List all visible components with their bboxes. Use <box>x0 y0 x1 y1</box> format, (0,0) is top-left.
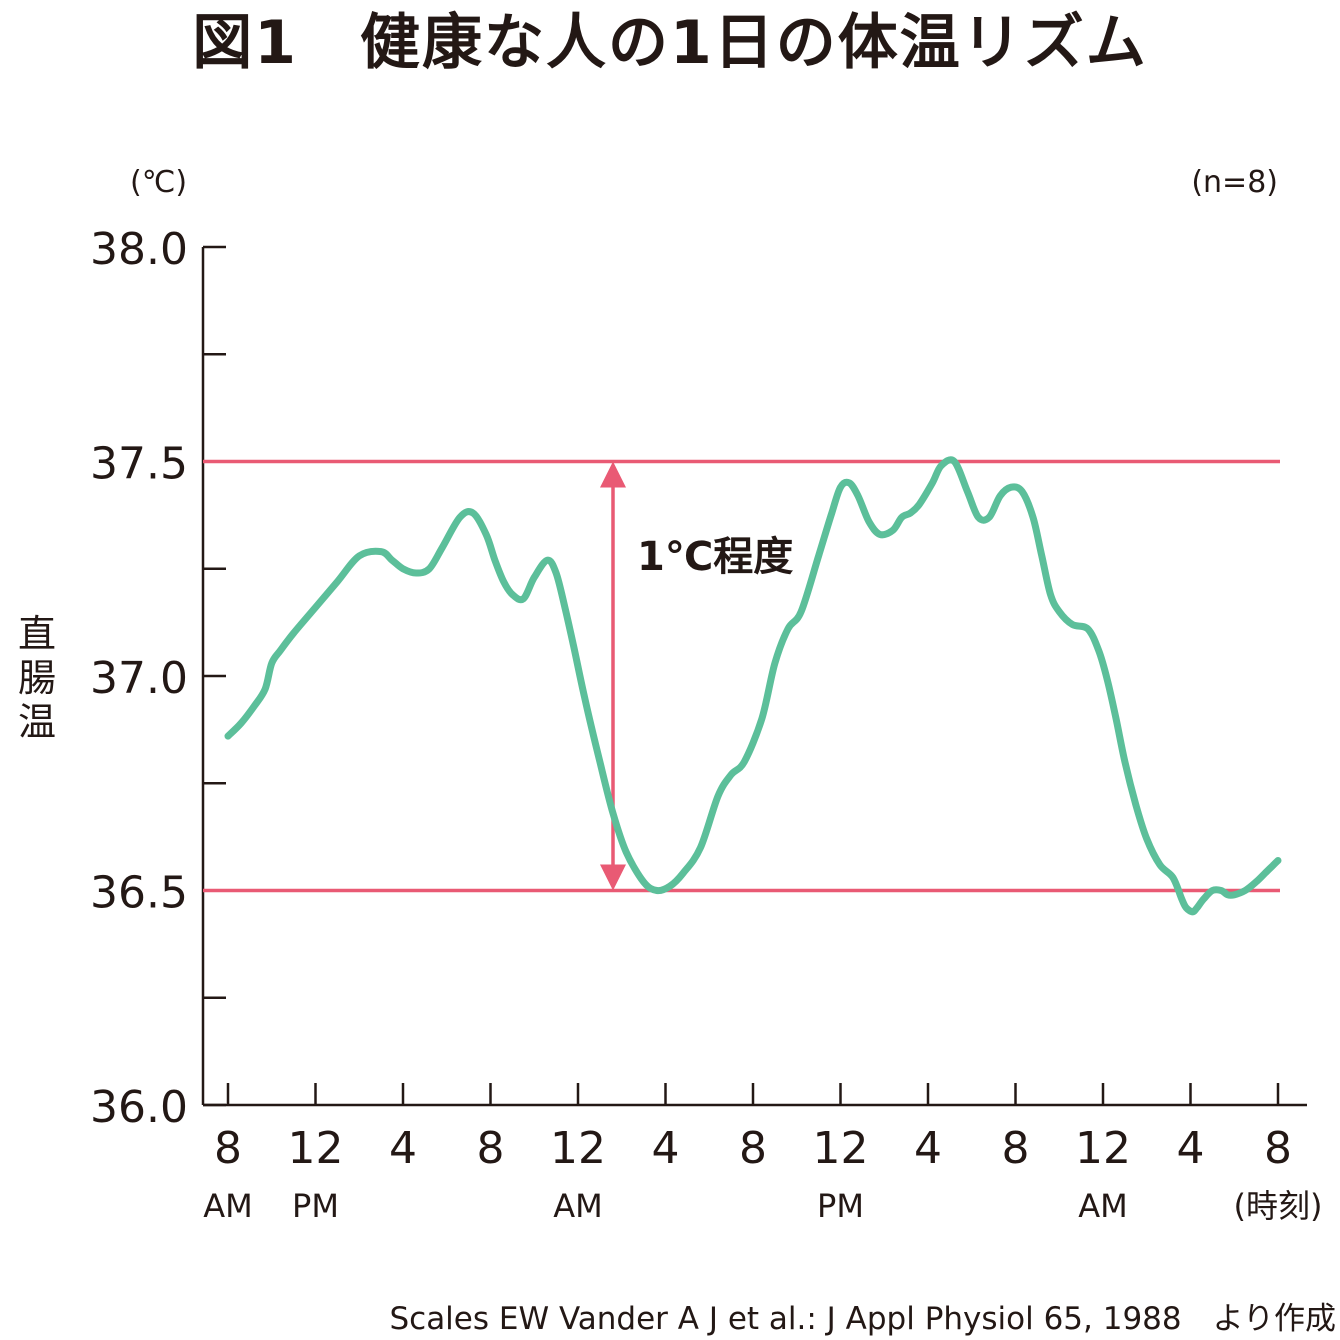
annotation-arrowhead-down <box>600 864 626 891</box>
x-tick-label: 12 <box>813 1123 869 1174</box>
x-tick-label: 4 <box>389 1123 417 1174</box>
y-axis-title-char: 直 <box>17 612 56 656</box>
y-axis-title-char: 温 <box>17 700 56 744</box>
x-tick-label: 8 <box>477 1123 505 1174</box>
y-tick-label: 37.5 <box>90 439 188 490</box>
chart-title: 図1 健康な人の1日の体温リズム <box>192 8 1148 78</box>
range-annotation: 1℃程度 <box>600 461 793 891</box>
y-tick-label: 36.0 <box>90 1082 188 1133</box>
x-tick-label: 4 <box>914 1123 942 1174</box>
y-tick-label: 38.0 <box>90 224 188 275</box>
x-tick-label: 4 <box>652 1123 680 1174</box>
x-tick-label: 8 <box>214 1123 242 1174</box>
sample-size-label: (n=8) <box>1191 165 1278 200</box>
x-tick-sublabel: (時刻) <box>1234 1187 1323 1225</box>
x-tick-label: 12 <box>550 1123 606 1174</box>
x-tick-label: 8 <box>1002 1123 1030 1174</box>
x-tick-sublabel: PM <box>292 1187 339 1225</box>
x-tick-label: 12 <box>1075 1123 1131 1174</box>
y-axis-title-char: 腸 <box>17 656 56 700</box>
y-unit-label: (℃) <box>130 165 188 200</box>
source-citation: Scales EW Vander A J et al.: J Appl Phys… <box>389 1301 1336 1337</box>
x-tick-label: 8 <box>1264 1123 1292 1174</box>
x-tick-label: 8 <box>739 1123 767 1174</box>
y-tick-label: 37.0 <box>90 653 188 704</box>
annotation-arrowhead-up <box>600 461 626 488</box>
x-tick-label: 4 <box>1177 1123 1205 1174</box>
axes <box>201 245 1307 1107</box>
annotation-label: 1℃程度 <box>637 534 793 580</box>
y-axis-title: 直 腸 温 <box>12 612 62 744</box>
series-layer <box>224 456 1282 916</box>
x-tick-label: 12 <box>288 1123 344 1174</box>
temperature-curve <box>224 456 1282 916</box>
x-tick-sublabel: PM <box>817 1187 864 1225</box>
y-tick-label: 36.5 <box>90 868 188 919</box>
x-tick-sublabel: AM <box>1078 1187 1128 1225</box>
x-tick-sublabel: AM <box>553 1187 603 1225</box>
x-tick-sublabel: AM <box>203 1187 253 1225</box>
reference-lines <box>203 459 1280 893</box>
tick-labels: 38.0 37.5 37.0 36.5 36.0 8 AM 12 PM 4 8 12 AM 4 8 12 PM 4… <box>90 224 1322 1225</box>
